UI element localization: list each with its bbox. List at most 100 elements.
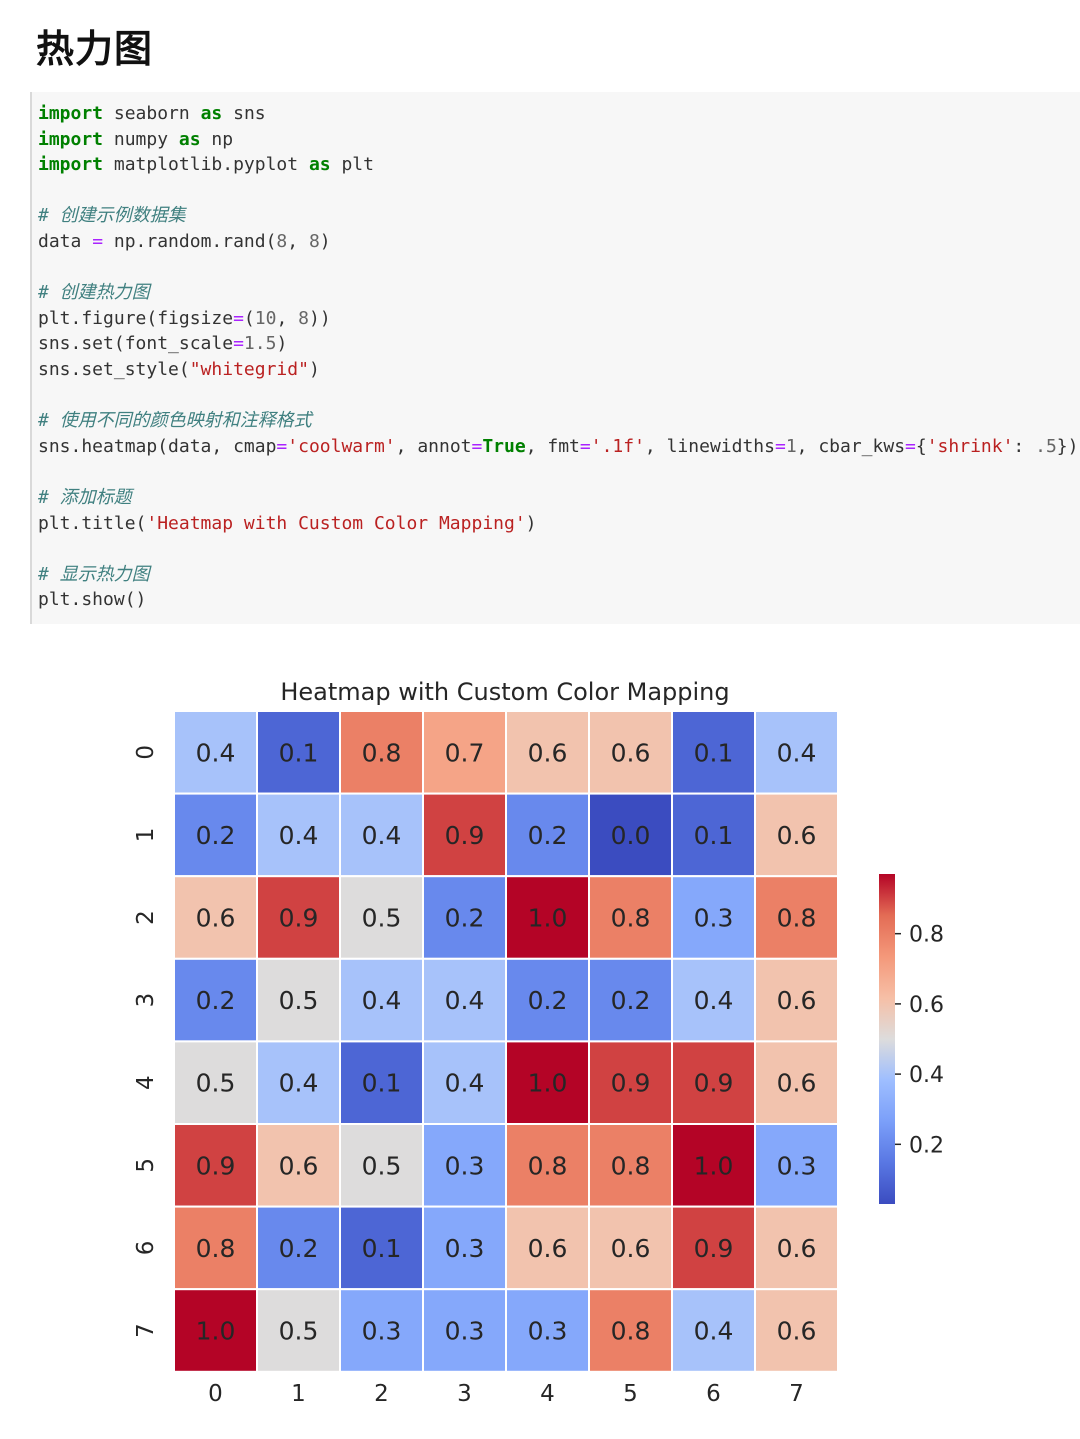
code-token: = — [233, 307, 244, 329]
heatmap-cell — [754, 1205, 839, 1291]
cell-annotation: 0.2 — [611, 986, 651, 1015]
code-token: plt — [330, 154, 374, 176]
heatmap-cell — [588, 792, 673, 878]
cell-annotation: 0.6 — [528, 1234, 568, 1263]
heatmap-cell — [505, 1288, 590, 1373]
code-token: # 创建热力图 — [38, 282, 150, 304]
code-token: , cbar_kws — [796, 435, 906, 457]
code-token: , — [276, 307, 299, 329]
heatmap-cell — [588, 1205, 673, 1291]
cell-annotation: 0.8 — [528, 1151, 568, 1180]
cell-annotation: 0.8 — [611, 904, 651, 933]
code-token: )) — [308, 307, 331, 329]
heatmap-cell — [339, 1123, 424, 1208]
cell-annotation: 0.5 — [279, 1317, 319, 1346]
chart-title: Heatmap with Custom Color Mapping — [280, 678, 729, 706]
code-token: 1 — [785, 435, 797, 457]
code-line: import seaborn as sns — [38, 102, 266, 126]
y-tick-label: 1 — [133, 828, 159, 843]
cell-annotation: 0.6 — [611, 1234, 651, 1263]
heatmap-cell — [671, 875, 756, 960]
heatmap-cell — [256, 875, 341, 960]
code-line: # 创建示例数据集 — [38, 204, 186, 228]
heatmap-cell — [256, 792, 341, 878]
y-tick-label: 7 — [133, 1323, 159, 1338]
cell-annotation: 0.1 — [694, 738, 734, 767]
code-token: plt.figure(figsize — [38, 307, 234, 329]
code-token: ( — [243, 307, 255, 329]
code-token: seaborn — [103, 103, 201, 124]
code-token: 'coolwarm' — [287, 435, 396, 457]
heatmap-cell — [754, 1288, 839, 1373]
code-token: np.random.rand( — [103, 231, 277, 252]
code-token: 8 — [298, 307, 309, 329]
y-tick-label: 6 — [133, 1241, 159, 1256]
cell-annotation: 0.5 — [279, 986, 319, 1015]
cell-annotation: 0.2 — [445, 904, 485, 933]
code-token: 10 — [254, 307, 277, 329]
colorbar-tick-label: 0.2 — [909, 1133, 944, 1158]
code-token: ) — [319, 231, 331, 252]
colorbar-tick-label: 0.6 — [909, 993, 944, 1018]
cell-annotation: 0.6 — [777, 1317, 817, 1346]
code-token: = — [471, 435, 483, 457]
x-tick-label: 1 — [291, 1381, 306, 1407]
cell-annotation: 0.6 — [611, 738, 651, 767]
cell-annotation: 0.7 — [445, 738, 485, 767]
code-token: "whitegrid" — [189, 359, 309, 380]
cell-annotation: 1.0 — [196, 1317, 236, 1346]
y-axis-ticks: 0 1 2 3 4 5 6 7 — [133, 745, 159, 1338]
cell-annotation: 0.4 — [694, 986, 734, 1015]
code-token: # 显示热力图 — [38, 563, 150, 585]
cell-annotation: 0.4 — [445, 986, 485, 1015]
code-token: sns — [222, 103, 266, 124]
code-token: : — [1013, 435, 1036, 457]
code-token: sns.set(font_scale — [38, 333, 234, 355]
cell-annotation: 0.6 — [279, 1151, 319, 1180]
heatmap-cell — [671, 1123, 756, 1208]
x-tick-label: 5 — [623, 1381, 638, 1407]
x-tick-label: 3 — [457, 1381, 472, 1407]
cell-annotation: 0.1 — [362, 1234, 402, 1263]
heatmap-cell — [754, 792, 839, 878]
x-tick-label: 2 — [374, 1381, 389, 1407]
heatmap-cell — [505, 957, 590, 1043]
code-token: as — [178, 128, 201, 150]
cell-annotation: 0.6 — [196, 904, 236, 933]
x-tick-label: 0 — [208, 1381, 223, 1407]
code-token: ) — [525, 512, 537, 534]
code-line: data = np.random.rand(8, 8) — [38, 230, 331, 254]
heatmap-chart: Heatmap with Custom Color Mapping 0.4 0.1… — [133, 678, 944, 1407]
code-token: ) — [276, 333, 288, 355]
x-tick-label: 6 — [706, 1381, 721, 1407]
colorbar: 0.2 0.4 0.6 0.8 — [879, 874, 944, 1204]
code-token: = — [92, 231, 104, 252]
colorbar-gradient — [879, 874, 895, 1204]
heatmap-cell — [671, 1205, 756, 1291]
heatmap-cell — [339, 875, 424, 960]
heatmap-cell — [422, 875, 507, 960]
code-token: # 使用不同的颜色映射和注释格式 — [38, 410, 312, 432]
cell-annotation: 0.9 — [279, 904, 319, 933]
cell-annotation: 0.4 — [279, 1069, 319, 1098]
cell-annotation: 0.1 — [362, 1069, 402, 1098]
code-line: sns.set_style("whitegrid") — [38, 358, 320, 382]
cell-annotation: 0.9 — [196, 1151, 236, 1180]
code-token: .5 — [1035, 435, 1057, 457]
heatmap-cell — [422, 957, 507, 1043]
heatmap-cell — [588, 1288, 673, 1373]
y-tick-label: 3 — [133, 993, 159, 1008]
code-line: # 创建热力图 — [38, 281, 150, 305]
heatmap-cell — [754, 875, 839, 960]
page-title: 热力图 — [36, 27, 154, 71]
cell-annotation: 0.4 — [196, 738, 236, 767]
code-token: = — [774, 435, 786, 457]
heatmap-cell — [505, 1205, 590, 1291]
heatmap-cell — [505, 1123, 590, 1208]
cell-annotation: 1.0 — [528, 1069, 568, 1098]
heatmap-cell — [173, 1205, 258, 1291]
code-token: '.1f' — [590, 435, 645, 457]
heatmap-cell — [505, 1040, 590, 1125]
code-token: }) — [1056, 435, 1079, 457]
cell-annotation: 0.9 — [445, 821, 485, 850]
